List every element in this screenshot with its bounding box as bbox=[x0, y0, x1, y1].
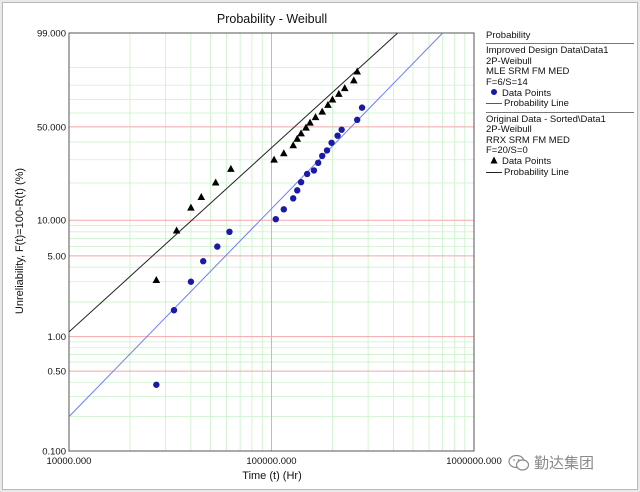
probability-lines bbox=[69, 33, 443, 417]
legend-counts-2: F=20/S=0 bbox=[486, 145, 528, 157]
grid-layer bbox=[69, 33, 474, 451]
data-point-original bbox=[340, 84, 349, 92]
data-point-improved bbox=[310, 167, 318, 174]
legend: Probability Improved Design Data\Data1 2… bbox=[486, 30, 636, 178]
circle-marker-icon bbox=[486, 88, 502, 99]
plot-border bbox=[68, 32, 475, 452]
y-tick-label: 1.00 bbox=[48, 332, 67, 343]
data-point-original bbox=[289, 141, 298, 149]
data-point-improved bbox=[334, 132, 341, 139]
data-point-original bbox=[279, 149, 288, 157]
data-point-improved bbox=[272, 215, 279, 223]
legend-points-label-1: Data Points bbox=[502, 88, 552, 100]
y-tick-labels: 0.100 0.50 1.00 5.00 10.000 50.000 99.000 bbox=[37, 29, 66, 458]
x-tick-labels: 10000.000 100000.000 1000000.000 bbox=[47, 456, 502, 467]
legend-points-1: Data Points bbox=[486, 88, 636, 99]
chart-title: Probability - Weibull bbox=[217, 12, 327, 26]
blue-line-icon bbox=[486, 103, 502, 105]
x-tick-label: 1000000.000 bbox=[446, 456, 501, 467]
y-tick-label: 0.100 bbox=[42, 447, 66, 458]
data-point-improved bbox=[294, 187, 301, 194]
data-point-improved bbox=[338, 126, 345, 133]
wechat-icon bbox=[508, 454, 530, 471]
data-point-original bbox=[211, 178, 220, 186]
watermark-text: 勤达集团 bbox=[534, 455, 595, 472]
data-point-original bbox=[187, 203, 195, 211]
y-tick-label: 50.000 bbox=[37, 122, 66, 133]
x-tick-label: 100000.000 bbox=[246, 456, 296, 467]
legend-line-label-1: Probability Line bbox=[504, 98, 569, 110]
data-point-improved bbox=[319, 152, 326, 160]
data-point-improved bbox=[214, 243, 221, 250]
data-point-original bbox=[324, 100, 332, 108]
legend-source-2: Original Data - Sorted\Data1 bbox=[486, 113, 606, 125]
legend-model-1: 2P-Weibull bbox=[486, 55, 532, 67]
data-point-original bbox=[152, 276, 161, 284]
data-point-improved bbox=[358, 104, 366, 111]
data-point-original bbox=[318, 107, 327, 115]
data-point-original bbox=[270, 155, 278, 163]
legend-divider bbox=[486, 43, 634, 45]
data-points-layer bbox=[152, 67, 366, 388]
probability-line-original bbox=[69, 33, 399, 333]
data-point-improved bbox=[290, 195, 297, 202]
legend-model-2: 2P-Weibull bbox=[486, 124, 532, 136]
y-tick-label: 99.000 bbox=[37, 29, 66, 40]
legend-method-1: MLE SRM FM MED bbox=[486, 66, 570, 78]
data-point-improved bbox=[200, 258, 207, 265]
triangle-marker-icon bbox=[486, 156, 502, 167]
data-point-original bbox=[350, 76, 358, 84]
data-point-original bbox=[227, 164, 235, 172]
legend-title: Probability bbox=[486, 30, 531, 41]
data-point-original bbox=[335, 89, 343, 97]
y-axis-label: Unreliability, F(t)=100-R(t) (%) bbox=[14, 168, 26, 314]
chart-svg: Probability - Weibull 0.100 0.50 1.00 5.00 1… bbox=[14, 12, 502, 482]
black-line-icon bbox=[486, 171, 502, 173]
x-tick-label: 10000.000 bbox=[47, 456, 92, 467]
data-point-original bbox=[353, 67, 362, 75]
data-point-improved bbox=[187, 278, 195, 285]
legend-method-2: RRX SRM FM MED bbox=[486, 134, 570, 146]
legend-points-2: Data Points bbox=[486, 156, 636, 167]
legend-line-1: Probability Line bbox=[486, 99, 636, 109]
legend-line-label-2: Probability Line bbox=[504, 166, 569, 178]
legend-divider bbox=[486, 111, 634, 113]
data-point-original bbox=[306, 118, 314, 126]
data-point-improved bbox=[280, 206, 287, 213]
data-point-improved bbox=[328, 139, 335, 146]
watermark: 勤达集团 bbox=[508, 452, 594, 473]
data-point-original bbox=[197, 192, 206, 200]
data-point-original bbox=[172, 226, 181, 234]
data-point-improved bbox=[226, 228, 233, 236]
data-point-original bbox=[297, 129, 305, 137]
y-tick-label: 0.50 bbox=[48, 367, 67, 378]
data-point-improved bbox=[323, 147, 331, 154]
data-point-improved bbox=[314, 159, 322, 167]
y-tick-label: 5.00 bbox=[48, 251, 67, 262]
data-point-improved bbox=[297, 178, 305, 186]
y-tick-label: 10.000 bbox=[37, 216, 66, 227]
legend-line-2: Probability Line bbox=[486, 166, 636, 178]
x-axis-label: Time (t) (Hr) bbox=[242, 470, 301, 482]
legend-counts-1: F=6/S=14 bbox=[486, 76, 528, 88]
data-point-original bbox=[302, 123, 310, 131]
data-point-improved bbox=[354, 116, 361, 124]
data-point-improved bbox=[153, 381, 160, 388]
data-point-improved bbox=[170, 306, 178, 314]
data-point-original bbox=[328, 95, 337, 103]
data-point-original bbox=[293, 134, 302, 142]
data-point-original bbox=[311, 113, 320, 121]
legend-source-1: Improved Design Data\Data1 bbox=[486, 45, 609, 57]
probability-line-improved bbox=[69, 33, 443, 417]
data-point-improved bbox=[303, 170, 311, 178]
legend-points-label-2: Data Points bbox=[502, 156, 552, 168]
